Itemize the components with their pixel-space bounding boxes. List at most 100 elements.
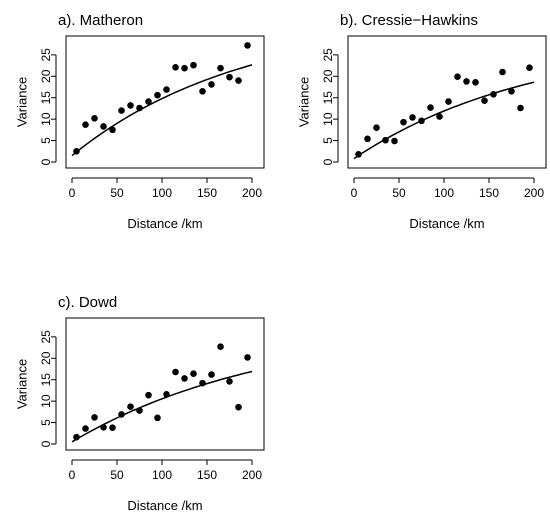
model-curve xyxy=(71,64,253,157)
x-axis-label: Distance /km xyxy=(409,216,484,231)
y-axis-label: Variance xyxy=(297,77,312,127)
data-point xyxy=(472,78,479,86)
data-point xyxy=(154,414,161,422)
data-point xyxy=(244,354,251,361)
y-tick-label: 20 xyxy=(39,351,53,365)
y-tick-label: 25 xyxy=(39,48,53,62)
data-point xyxy=(400,118,407,126)
x-tick-label: 100 xyxy=(152,468,172,482)
x-tick-label: 0 xyxy=(351,186,358,200)
data-point xyxy=(109,424,116,432)
y-tick-label: 15 xyxy=(39,373,53,387)
data-point xyxy=(235,403,242,411)
data-point xyxy=(136,407,143,414)
data-point xyxy=(181,375,188,382)
data-point xyxy=(427,104,434,111)
y-tick-label: 0 xyxy=(39,158,53,165)
data-point xyxy=(73,433,80,441)
y-tick-label: 5 xyxy=(39,137,53,144)
y-tick-label: 0 xyxy=(39,440,53,447)
data-point xyxy=(91,114,98,122)
data-point xyxy=(181,64,188,72)
y-tick-label: 20 xyxy=(321,69,335,83)
chart-panel-1: a). Matheron 0 50 100 150 200 Distance /km 0 5 10… xyxy=(15,12,265,231)
data-point xyxy=(154,91,161,99)
x-tick-label: 50 xyxy=(110,186,124,200)
chart-title: a). Matheron xyxy=(58,12,143,29)
plot-frame xyxy=(347,35,547,169)
y-tick-label: 15 xyxy=(321,91,335,105)
data-point xyxy=(526,64,533,72)
data-point xyxy=(454,73,461,81)
data-point xyxy=(208,81,215,88)
model-curve xyxy=(353,81,535,160)
x-tick-label: 200 xyxy=(242,468,262,482)
x-tick-label: 0 xyxy=(69,468,76,482)
y-axis-label: Variance xyxy=(15,77,30,127)
data-point xyxy=(226,378,233,385)
data-point xyxy=(190,61,197,69)
data-point xyxy=(163,86,170,93)
data-point xyxy=(217,64,224,72)
data-point xyxy=(355,150,362,158)
x-tick-label: 100 xyxy=(434,186,454,200)
data-point xyxy=(109,126,116,134)
x-tick-label: 50 xyxy=(392,186,406,200)
data-point xyxy=(199,379,206,387)
x-tick-label: 0 xyxy=(69,186,76,200)
data-point xyxy=(364,135,371,143)
data-point xyxy=(190,370,197,378)
y-tick-label: 10 xyxy=(321,112,335,126)
data-point xyxy=(373,124,380,132)
data-point xyxy=(145,391,152,399)
x-tick-label: 50 xyxy=(110,468,124,482)
data-point xyxy=(172,368,179,376)
chart-panel-3: c). Dowd 0 50 100 150 200 Distance /km 0 5 10 15 20… xyxy=(15,294,265,513)
data-point xyxy=(136,104,143,112)
data-point xyxy=(73,147,80,155)
data-point xyxy=(391,137,398,145)
data-point xyxy=(208,371,215,378)
data-point xyxy=(127,403,134,411)
data-point xyxy=(82,425,89,432)
data-point xyxy=(100,123,107,130)
data-point xyxy=(127,102,134,109)
y-tick-label: 15 xyxy=(39,91,53,105)
chart-title: b). Cressie−Hawkins xyxy=(340,12,478,29)
data-point xyxy=(445,98,452,105)
x-tick-label: 200 xyxy=(242,186,262,200)
data-point xyxy=(226,73,233,81)
data-point xyxy=(118,107,125,114)
data-point xyxy=(145,98,152,105)
x-tick-label: 100 xyxy=(152,186,172,200)
y-tick-label: 25 xyxy=(321,48,335,62)
data-point xyxy=(499,68,506,76)
y-tick-label: 0 xyxy=(321,158,335,165)
data-point xyxy=(172,63,179,71)
data-point xyxy=(517,104,524,112)
data-point xyxy=(118,411,125,418)
data-point xyxy=(100,423,107,431)
x-tick-label: 200 xyxy=(524,186,544,200)
y-tick-label: 10 xyxy=(39,394,53,408)
data-point xyxy=(409,114,416,121)
data-point xyxy=(235,77,242,84)
data-point xyxy=(490,90,497,98)
x-tick-label: 150 xyxy=(197,468,217,482)
x-tick-label: 150 xyxy=(197,186,217,200)
chart-title: c). Dowd xyxy=(58,294,117,311)
x-tick-label: 150 xyxy=(479,186,499,200)
y-axis-label: Variance xyxy=(15,359,30,409)
data-point xyxy=(163,390,170,398)
y-tick-label: 20 xyxy=(39,69,53,83)
data-point xyxy=(382,136,389,144)
data-point xyxy=(418,117,425,125)
data-point xyxy=(481,97,488,105)
y-tick-label: 5 xyxy=(39,419,53,426)
data-point xyxy=(244,42,251,49)
data-point xyxy=(508,87,515,95)
data-point xyxy=(217,343,224,351)
x-axis-label: Distance /km xyxy=(127,216,202,231)
